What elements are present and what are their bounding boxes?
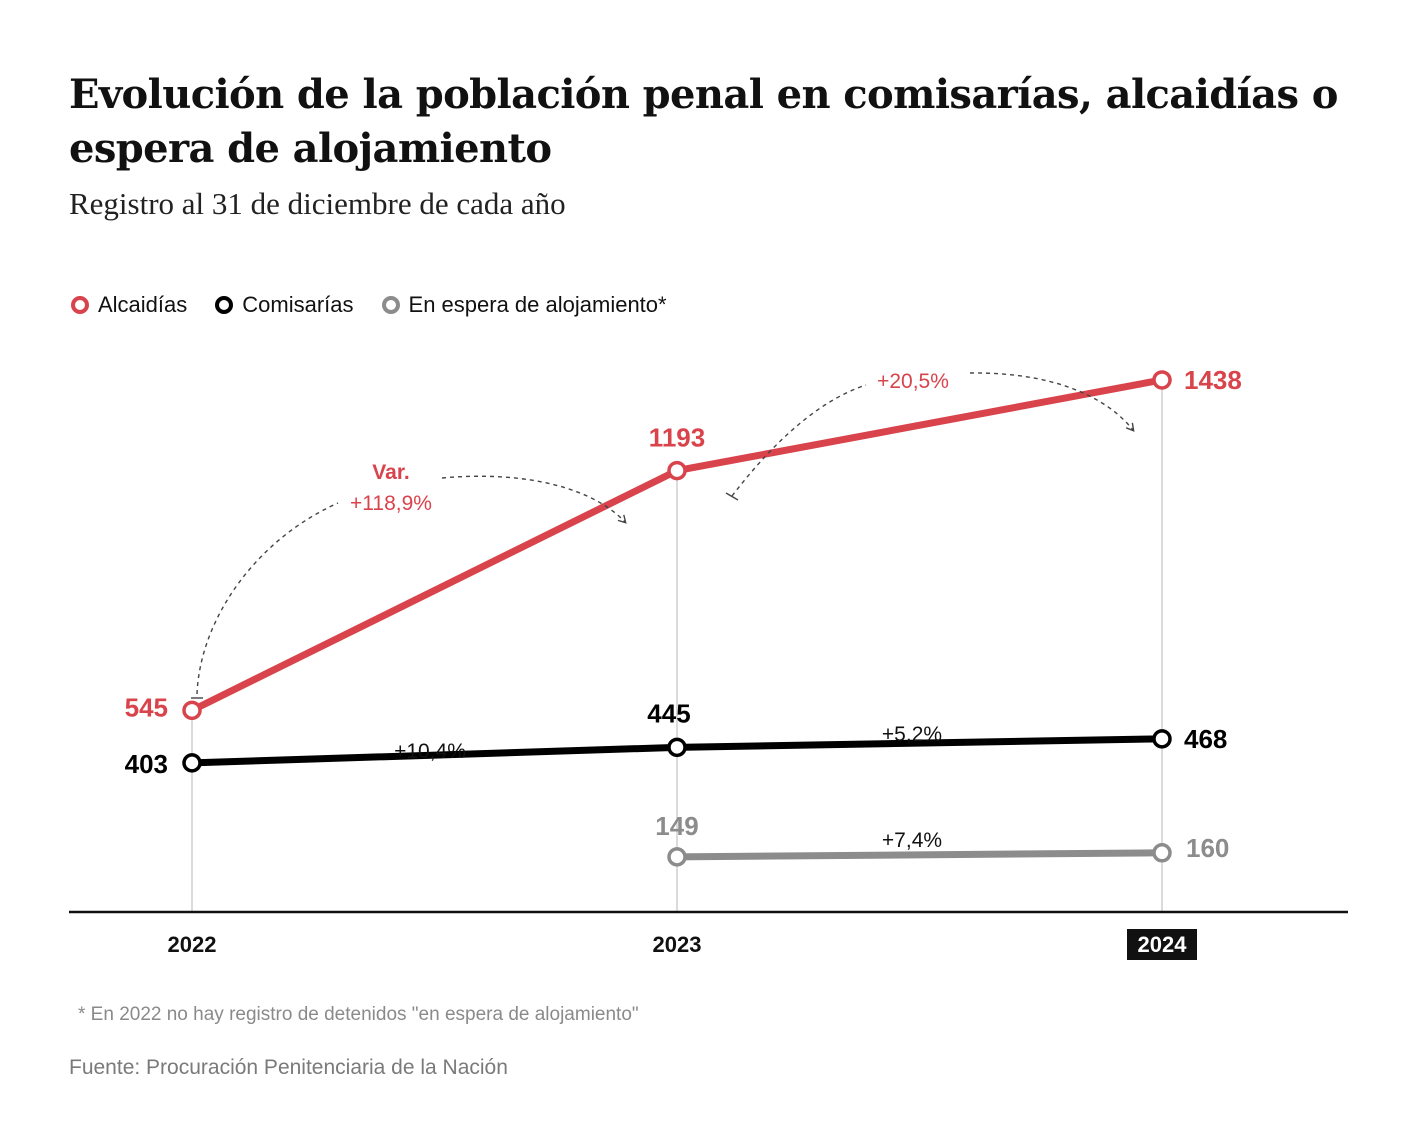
point-comisarias-2023 xyxy=(667,737,687,758)
chart-title: Evolución de la población penal en comis… xyxy=(69,71,1338,172)
value-label-comisarias-2024: 468 xyxy=(1184,724,1227,754)
variation-prefix-alcaidias-2022-2023: Var. xyxy=(372,461,409,484)
point-alcaidias-2024 xyxy=(1152,370,1172,390)
legend-marker-comisarias xyxy=(215,296,234,314)
legend-item-comisarias: Comisarías xyxy=(215,292,354,318)
legend-label-comisarias: Comisarías xyxy=(242,292,354,317)
variation-arc-start-tick-b xyxy=(725,492,739,501)
variation-label-espera-2023-2024: +7,4% xyxy=(882,829,942,852)
tick-highlight-2024 xyxy=(1127,929,1197,960)
variation-arc-alcaidias-2022-2023-b xyxy=(441,475,627,524)
point-comisarias-2024 xyxy=(1152,729,1172,749)
tick-label-2022: 2022 xyxy=(168,932,217,957)
variation-label-comisarias-2023-2024: +5,2% xyxy=(882,723,942,746)
legend: Alcaidías Comisarías En espera de alojam… xyxy=(71,292,667,318)
legend-marker-espera xyxy=(381,296,400,314)
series-line-espera xyxy=(673,849,1166,861)
value-label-comisarias-2022: 403 xyxy=(125,749,168,779)
variation-label-alcaidias-2023-2024: +20,5% xyxy=(877,370,949,393)
variation-arc-alcaidias-2022-2023-a xyxy=(196,502,339,695)
point-alcaidias-2023 xyxy=(667,460,687,481)
legend-marker-alcaidias xyxy=(71,296,89,314)
variation-arc-alcaidias-2023-2024-b xyxy=(969,372,1135,432)
point-alcaidias-2022 xyxy=(182,700,202,721)
tick-label-2024: 2024 xyxy=(1138,932,1188,957)
value-label-alcaidias-2024: 1438 xyxy=(1184,365,1242,395)
legend-label-alcaidias: Alcaidías xyxy=(98,292,188,317)
legend-item-alcaidias: Alcaidías xyxy=(71,292,187,318)
point-espera-2024 xyxy=(1152,843,1172,863)
footnote: * En 2022 no hay registro de detenidos "… xyxy=(78,1004,639,1025)
point-comisarias-2022 xyxy=(182,753,202,773)
value-label-espera-2024: 160 xyxy=(1186,833,1229,863)
value-label-espera-2023: 149 xyxy=(655,811,698,841)
tick-label-2023: 2023 xyxy=(653,932,702,957)
legend-label-espera: En espera de alojamiento* xyxy=(408,292,667,317)
value-label-alcaidias-2023: 1193 xyxy=(649,423,705,453)
variation-label-alcaidias-2022-2023: +118,9% xyxy=(350,492,432,515)
chart-subtitle: Registro al 31 de diciembre de cada año xyxy=(69,186,566,221)
point-espera-2023 xyxy=(667,847,687,867)
source-note: Fuente: Procuración Penitenciaria de la … xyxy=(69,1056,508,1079)
legend-item-espera: En espera de alojamiento* xyxy=(381,292,667,318)
variation-arc-alcaidias-2023-2024-a xyxy=(731,384,867,497)
value-label-alcaidias-2022: 545 xyxy=(125,692,168,722)
value-label-comisarias-2023: 445 xyxy=(647,698,690,728)
variation-label-comisarias-2022-2023: +10,4% xyxy=(394,740,466,763)
